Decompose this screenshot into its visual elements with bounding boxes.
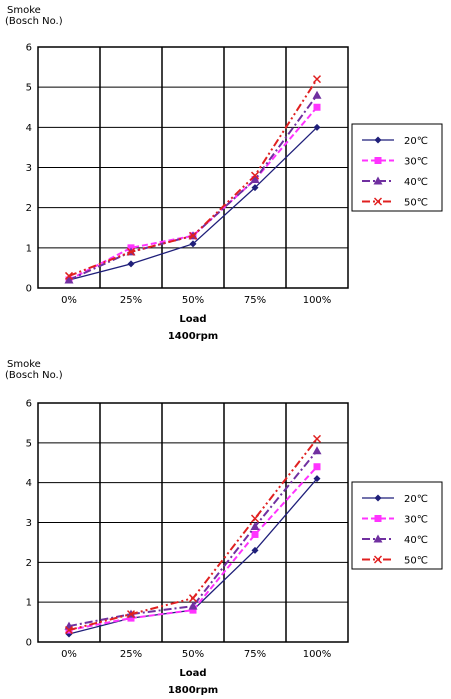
legend — [351, 481, 443, 570]
x-tick-label: 100% — [303, 295, 332, 306]
x-tick-label: 50% — [182, 649, 204, 660]
legend-label: 30℃ — [404, 157, 428, 168]
legend-marker — [374, 515, 382, 522]
data-point — [250, 514, 260, 523]
data-point — [188, 231, 198, 240]
y-tick-label: 0 — [26, 284, 32, 295]
data-point — [313, 103, 321, 111]
y-axis-label: Smoke — [7, 359, 41, 370]
y-tick-label: 4 — [26, 478, 32, 489]
y-tick-label: 0 — [26, 638, 32, 649]
legend-label: 50℃ — [404, 556, 428, 567]
chart-1400rpm: Smoke(Bosch No.) 0 1 2 3 4 5 6 0% 25% 50% 75% 100% Lo… — [5, 5, 443, 342]
y-tick-label: 2 — [26, 203, 32, 214]
data-point — [313, 463, 321, 471]
y-axis-label-unit: (Bosch No.) — [5, 370, 63, 381]
data-point — [312, 90, 322, 99]
legend-marker — [373, 555, 383, 564]
data-point — [127, 260, 135, 268]
series-line-2 — [68, 466, 318, 632]
y-tick-label: 3 — [26, 518, 32, 529]
data-point — [312, 75, 322, 84]
data-point — [188, 594, 198, 603]
x-axis-title: Load — [179, 668, 206, 679]
data-point — [127, 614, 135, 622]
data-point — [313, 475, 321, 483]
data-point — [312, 434, 322, 443]
data-point — [64, 626, 74, 635]
x-tick-label: 75% — [244, 649, 266, 660]
legend-marker — [374, 157, 382, 164]
y-tick-label: 2 — [26, 558, 32, 569]
series-line-3 — [68, 450, 318, 628]
y-axis-label: Smoke — [7, 5, 41, 16]
data-point — [250, 171, 260, 180]
legend-label: 20℃ — [404, 136, 428, 147]
chart-subtitle: 1400rpm — [168, 331, 218, 342]
series-line-2 — [68, 106, 318, 281]
y-tick-label: 1 — [26, 243, 32, 254]
data-point — [189, 240, 197, 248]
data-point — [64, 275, 74, 284]
data-point — [251, 546, 259, 554]
legend-label: 50℃ — [404, 198, 428, 209]
y-axis-label-unit: (Bosch No.) — [5, 16, 63, 27]
y-tick-label: 6 — [26, 43, 32, 54]
legend-label: 40℃ — [404, 535, 428, 546]
data-point — [189, 606, 197, 614]
chart-1800rpm: Smoke(Bosch No.) 0 1 2 3 4 5 6 0% 25% 50% 75% 100% Lo… — [5, 359, 443, 696]
x-axis-title: Load — [179, 314, 206, 325]
data-point — [251, 530, 259, 538]
legend-label: 20℃ — [404, 494, 428, 505]
x-tick-label: 25% — [120, 649, 142, 660]
data-point — [188, 601, 198, 610]
x-tick-label: 75% — [244, 295, 266, 306]
y-tick-label: 1 — [26, 598, 32, 609]
y-tick-label: 3 — [26, 163, 32, 174]
legend-marker — [373, 176, 383, 185]
x-tick-label: 0% — [61, 295, 77, 306]
legend-marker — [373, 197, 383, 206]
legend — [351, 123, 443, 212]
x-tick-label: 50% — [182, 295, 204, 306]
x-tick-label: 100% — [303, 649, 332, 660]
y-tick-label: 6 — [26, 399, 32, 410]
y-tick-label: 5 — [26, 438, 32, 449]
y-tick-label: 5 — [26, 83, 32, 94]
y-tick-label: 4 — [26, 123, 32, 134]
legend-marker — [373, 534, 383, 543]
data-point — [126, 247, 136, 256]
data-point — [313, 123, 321, 131]
legend-label: 30℃ — [404, 515, 428, 526]
x-tick-label: 0% — [61, 649, 77, 660]
legend-label: 40℃ — [404, 177, 428, 188]
chart-subtitle: 1800rpm — [168, 685, 218, 696]
data-point — [312, 446, 322, 455]
data-point — [126, 610, 136, 619]
legend-marker — [374, 136, 382, 144]
legend-marker — [374, 494, 382, 502]
data-point — [250, 175, 260, 184]
x-tick-label: 25% — [120, 295, 142, 306]
data-point — [251, 184, 259, 192]
data-point — [250, 521, 260, 530]
data-point — [64, 271, 74, 280]
